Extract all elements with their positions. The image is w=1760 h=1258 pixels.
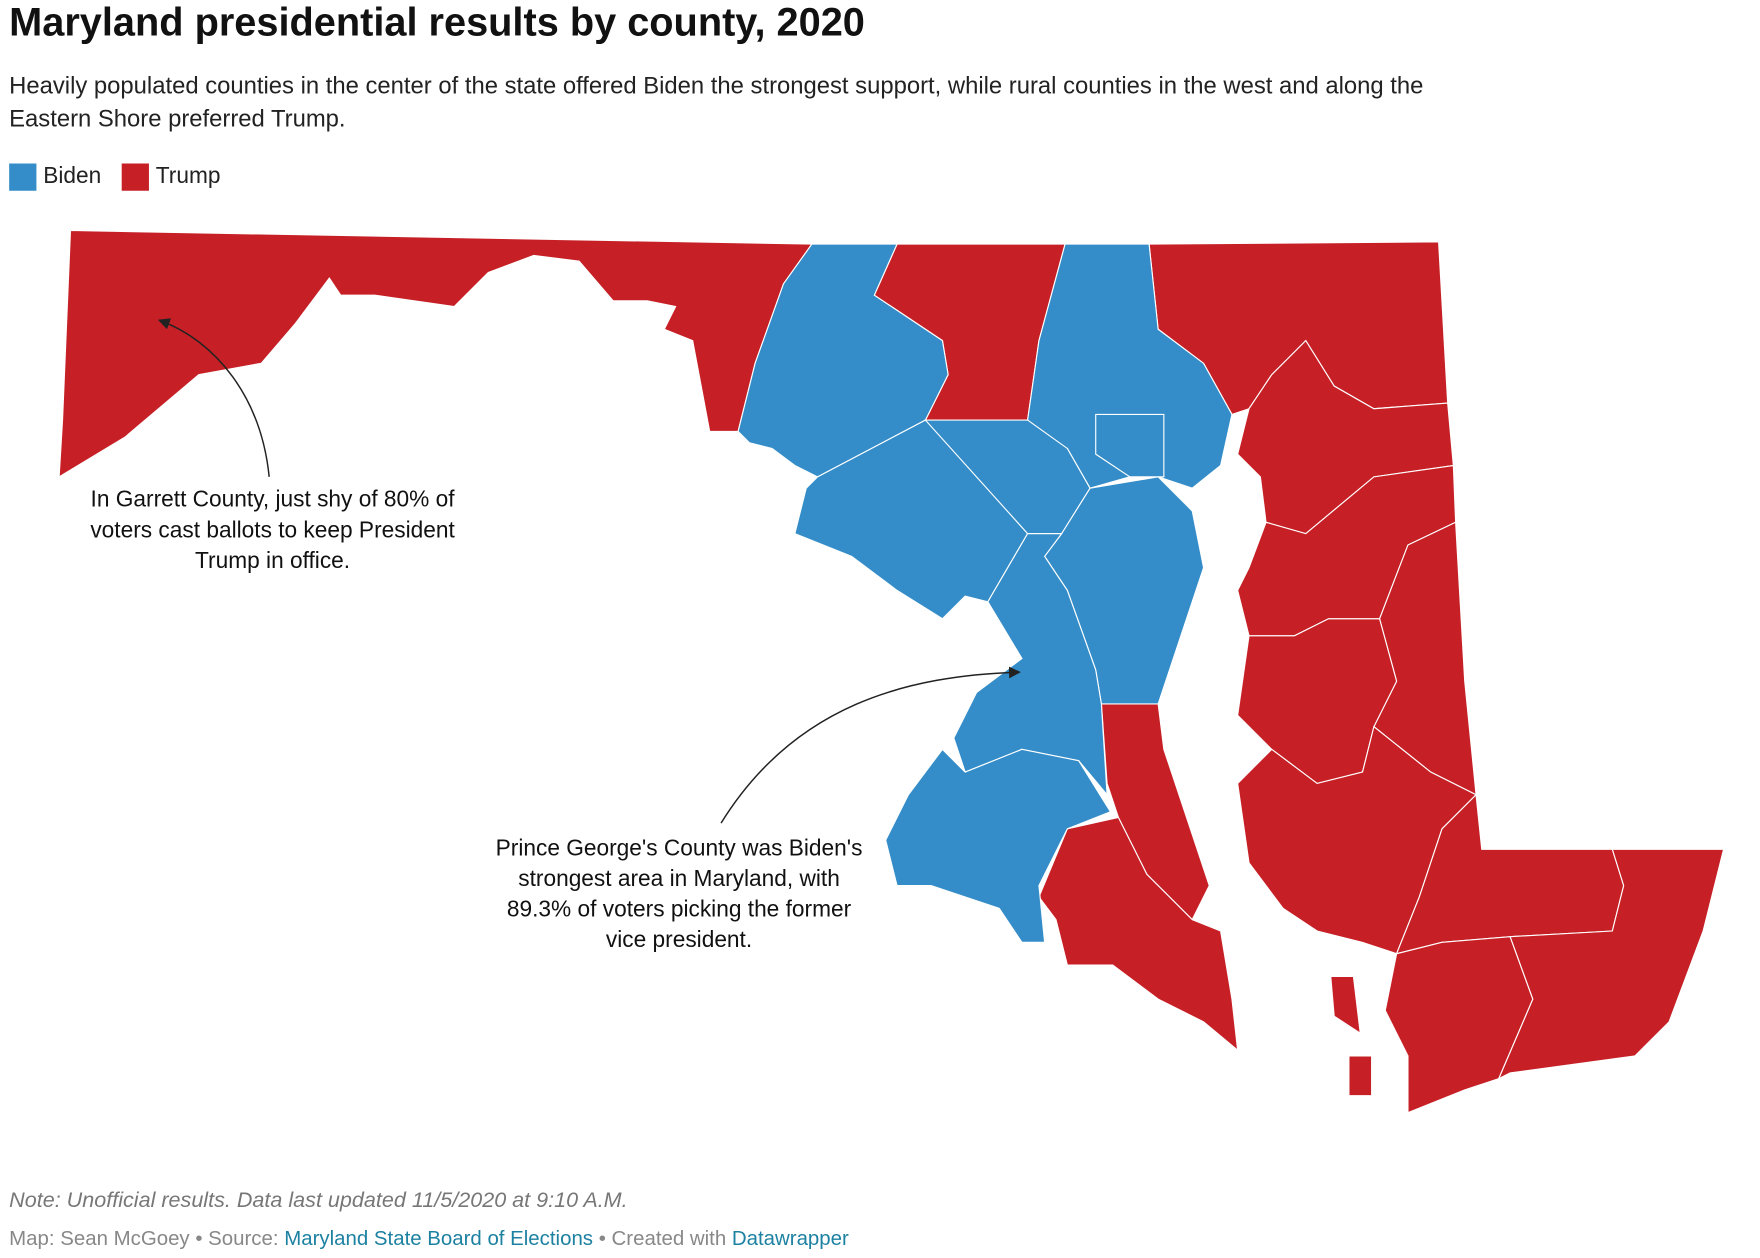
note: Note: Unofficial results. Data last upda… — [9, 1187, 627, 1212]
source-label: Source: — [208, 1228, 278, 1250]
legend-swatch — [121, 163, 149, 191]
annotation-arrow — [157, 318, 270, 477]
source-link[interactable]: Maryland State Board of Elections — [284, 1228, 593, 1250]
map-credit: Map: Sean McGoey — [9, 1228, 190, 1250]
annotation-line: Trump in office. — [195, 547, 350, 573]
legend-swatch — [9, 163, 37, 191]
subtitle: Heavily populated counties in the center… — [9, 73, 1423, 133]
county — [1497, 848, 1725, 1080]
county — [885, 748, 1112, 943]
legend: Biden Trump — [9, 162, 220, 191]
trump-counties — [58, 229, 1725, 1114]
created-link[interactable]: Datawrapper — [732, 1228, 849, 1250]
annotation-line: Prince George's County was Biden's — [496, 834, 863, 860]
island — [1348, 1055, 1373, 1097]
county — [58, 229, 813, 478]
subtitle-line: Eastern Shore preferred Trump. — [9, 106, 345, 133]
annotation-line: vice president. — [606, 926, 752, 952]
county — [1384, 936, 1534, 1114]
separator: • — [195, 1228, 202, 1250]
annotation-line: voters cast ballots to keep President — [90, 516, 455, 542]
credits: Map: Sean McGoey • Source: Maryland Stat… — [9, 1228, 849, 1250]
island — [1330, 975, 1361, 1035]
created-label: Created with — [612, 1228, 727, 1250]
county — [1095, 413, 1165, 478]
map — [58, 229, 1725, 1114]
annotation-line: 89.3% of voters picking the former — [507, 896, 852, 922]
annotations: In Garrett County, just shy of 80% of vot… — [90, 486, 862, 953]
annotation-line: In Garrett County, just shy of 80% of — [91, 486, 456, 512]
county — [1100, 703, 1210, 921]
legend-label: Trump — [156, 162, 221, 188]
legend-label: Biden — [43, 162, 101, 188]
title: Maryland presidential results by county,… — [9, 0, 865, 44]
county — [1038, 816, 1239, 1052]
separator: • — [599, 1228, 606, 1250]
annotation-arrow — [720, 666, 1021, 824]
annotation-line: strongest area in Maryland, with — [518, 865, 840, 891]
biden-counties — [737, 243, 1233, 943]
subtitle-line: Heavily populated counties in the center… — [9, 73, 1423, 100]
